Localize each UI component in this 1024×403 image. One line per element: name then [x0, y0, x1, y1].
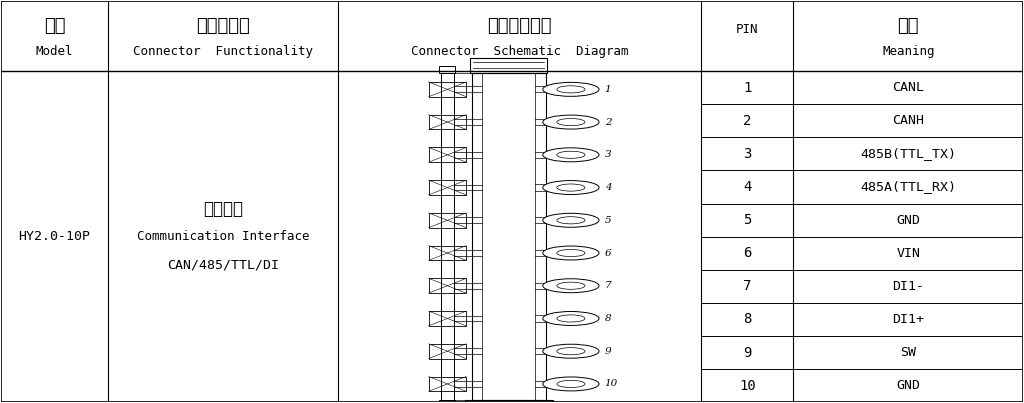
Text: 2: 2	[604, 118, 611, 127]
Bar	[429, 213, 466, 228]
Text: Meaning: Meaning	[882, 46, 935, 58]
Text: 6: 6	[604, 249, 611, 258]
Bar	[441, 73, 454, 400]
Text: 5: 5	[604, 216, 611, 225]
Ellipse shape	[557, 184, 585, 191]
Ellipse shape	[557, 348, 585, 355]
Ellipse shape	[557, 118, 585, 126]
Text: VIN: VIN	[896, 247, 921, 260]
Ellipse shape	[543, 312, 599, 326]
Ellipse shape	[543, 181, 599, 195]
Text: SW: SW	[900, 346, 916, 359]
Ellipse shape	[543, 148, 599, 162]
Ellipse shape	[557, 249, 585, 257]
Text: 485B(TTL_TX): 485B(TTL_TX)	[860, 147, 956, 160]
Text: 5: 5	[743, 213, 752, 227]
Text: Model: Model	[36, 46, 73, 58]
Text: 6: 6	[743, 246, 752, 260]
Bar	[465, 400, 553, 403]
Text: Connector  Schematic  Diagram: Connector Schematic Diagram	[411, 46, 629, 58]
Bar	[429, 376, 466, 391]
Bar	[429, 180, 466, 195]
Text: 4: 4	[604, 183, 611, 192]
Text: GND: GND	[896, 214, 921, 226]
Ellipse shape	[557, 86, 585, 93]
Text: 1: 1	[743, 81, 752, 95]
Text: 接插件功能: 接插件功能	[197, 17, 250, 35]
Ellipse shape	[543, 115, 599, 129]
Text: 9: 9	[604, 347, 611, 356]
Bar	[429, 147, 466, 162]
Bar	[470, 58, 548, 73]
Text: 10: 10	[604, 380, 617, 388]
Bar	[429, 246, 466, 260]
Ellipse shape	[543, 82, 599, 96]
Text: 7: 7	[604, 281, 611, 290]
Text: PIN: PIN	[736, 23, 759, 36]
Text: 1: 1	[604, 85, 611, 94]
Ellipse shape	[557, 217, 585, 224]
Text: Connector  Functionality: Connector Functionality	[133, 46, 313, 58]
Bar	[429, 311, 466, 326]
Text: 9: 9	[743, 346, 752, 359]
Text: 含义: 含义	[897, 17, 919, 35]
Text: Communication Interface: Communication Interface	[137, 230, 309, 243]
Ellipse shape	[543, 213, 599, 227]
Text: GND: GND	[896, 379, 921, 392]
Text: 10: 10	[739, 379, 756, 393]
Bar	[439, 66, 456, 73]
Ellipse shape	[543, 246, 599, 260]
Text: CANL: CANL	[892, 81, 925, 94]
Ellipse shape	[543, 279, 599, 293]
Bar	[429, 115, 466, 129]
Bar	[472, 73, 546, 400]
Text: 2: 2	[743, 114, 752, 128]
Bar	[439, 400, 456, 403]
Text: 型号: 型号	[44, 17, 66, 35]
Bar	[429, 344, 466, 359]
Text: 4: 4	[743, 180, 752, 194]
Text: 8: 8	[604, 314, 611, 323]
Ellipse shape	[543, 377, 599, 391]
Text: 8: 8	[743, 312, 752, 326]
Text: 3: 3	[604, 150, 611, 159]
Ellipse shape	[557, 282, 585, 289]
Text: DI1-: DI1-	[892, 280, 925, 293]
Text: HY2.0-10P: HY2.0-10P	[18, 230, 90, 243]
Text: CAN/485/TTL/DI: CAN/485/TTL/DI	[167, 258, 280, 271]
Bar	[429, 278, 466, 293]
Text: CANH: CANH	[892, 114, 925, 127]
Bar	[429, 82, 466, 97]
Ellipse shape	[557, 380, 585, 388]
Ellipse shape	[543, 344, 599, 358]
Ellipse shape	[557, 151, 585, 158]
Text: DI1+: DI1+	[892, 313, 925, 326]
Text: 3: 3	[743, 147, 752, 161]
Text: 7: 7	[743, 279, 752, 293]
Text: 接插件示意图: 接插件示意图	[487, 17, 552, 35]
Ellipse shape	[557, 315, 585, 322]
Text: 485A(TTL_RX): 485A(TTL_RX)	[860, 181, 956, 193]
Text: 通讯接口: 通讯接口	[203, 199, 243, 218]
